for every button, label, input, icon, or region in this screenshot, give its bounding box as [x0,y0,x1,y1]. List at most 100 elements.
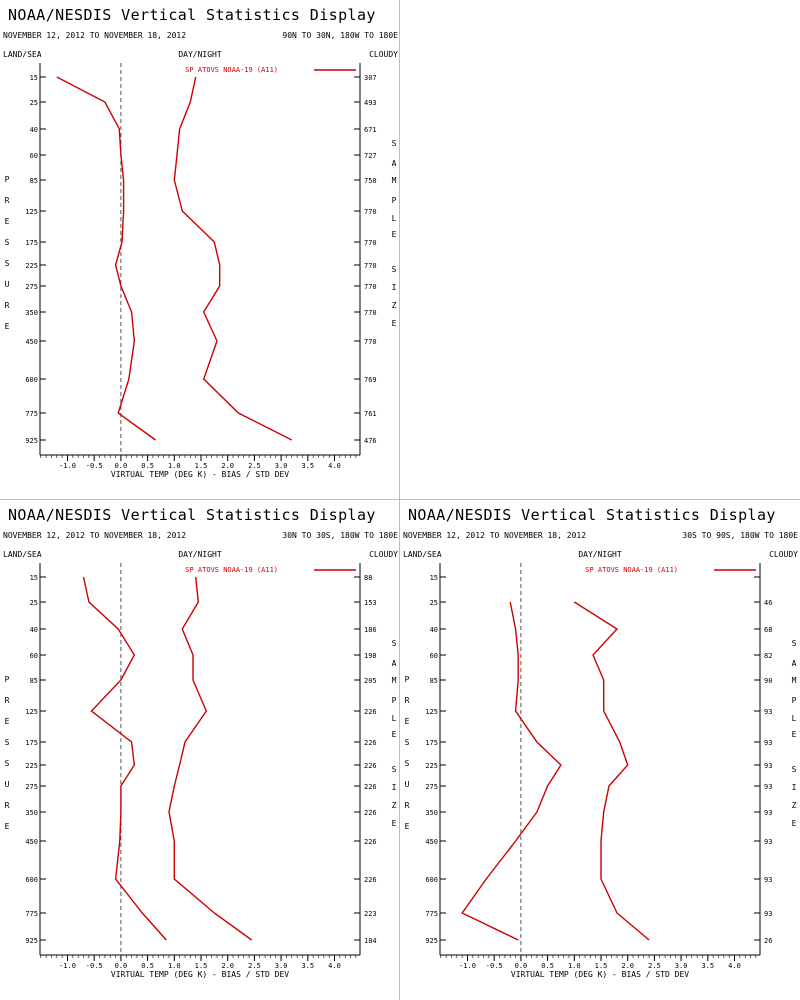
pressure-axis-letter: S [405,759,410,768]
x-tick-label: 2.5 [248,462,261,470]
sample-size-axis-letter: Z [392,801,397,810]
sample-size-axis-letter: Z [792,801,797,810]
sample-size-label: 770 [364,262,377,270]
x-tick-label: -1.0 [59,462,76,470]
sample-size-axis-letter: P [792,696,797,705]
legend-label: SP ATOVS NOAA-19 (A11) [585,566,678,574]
x-tick-label: -1.0 [59,962,76,970]
x-tick-label: 4.0 [328,962,341,970]
sample-size-axis-letter: E [392,730,397,739]
sample-size-label: 93 [764,739,772,747]
std-dev-line [573,601,650,941]
pressure-label: 125 [25,708,38,716]
pressure-axis-letter: S [5,259,10,268]
chart-panel-south: NOAA/NESDIS Vertical Statistics Display N… [400,500,800,1000]
sample-size-label: 750 [364,177,377,185]
sample-size-label: 82 [764,652,772,660]
date-range: NOVEMBER 12, 2012 TO NOVEMBER 18, 2012 [403,531,586,540]
pressure-label: 350 [425,809,438,817]
land-sea-label: LAND/SEA [3,50,42,59]
x-tick-label: 1.5 [195,962,208,970]
sample-size-label: 770 [364,309,377,317]
panel-divider-vertical [399,0,400,1000]
sample-size-axis-letter: M [792,676,797,685]
sample-size-axis-letter: E [392,819,397,828]
sample-size-axis-letter: M [392,176,397,185]
cloudy-label: CLOUDY [369,50,398,59]
sample-size-axis-letter: M [392,676,397,685]
sample-size-label: 671 [364,126,377,134]
x-tick-label: 3.5 [701,962,714,970]
sample-size-label: 88 [364,574,372,582]
chart-svg: NOAA/NESDIS Vertical Statistics Display N… [3,506,398,979]
pressure-axis-letter: E [405,822,410,831]
pressure-label: 175 [25,739,38,747]
pressure-label: 60 [30,152,38,160]
chart-svg: NOAA/NESDIS Vertical Statistics Display N… [3,6,398,479]
sample-size-axis-letter: S [392,265,397,274]
pressure-label: 775 [25,410,38,418]
sample-size-label: 93 [764,910,772,918]
pressure-axis-letter: R [5,301,10,310]
sample-size-label: 226 [364,708,377,716]
x-tick-label: 1.5 [195,462,208,470]
x-axis-label: VIRTUAL TEMP (DEG K) - BIAS / STD DEV [111,470,289,479]
pressure-axis-letter: E [405,717,410,726]
chart-title: NOAA/NESDIS Vertical Statistics Display [408,506,776,524]
pressure-label: 15 [30,574,38,582]
pressure-axis-letter: S [5,738,10,747]
chart-svg: NOAA/NESDIS Vertical Statistics Display N… [403,506,798,979]
pressure-axis-letter: U [5,280,10,289]
sample-size-label: 46 [764,599,772,607]
sample-size-label: 226 [364,762,377,770]
sample-size-axis-letter: E [392,319,397,328]
sample-size-axis-letter: A [392,659,397,668]
pressure-label: 15 [430,574,438,582]
sample-size-axis-letter: P [392,696,397,705]
pressure-axis-letter: P [405,675,410,684]
x-tick-label: 1.5 [595,962,608,970]
pressure-axis-letter: R [5,696,10,705]
sample-size-label: 727 [364,152,377,160]
x-tick-label: 3.0 [275,962,288,970]
pressure-axis-letter: E [5,822,10,831]
sample-size-axis-letter: A [792,659,797,668]
pressure-axis-letter: S [5,759,10,768]
pressure-axis-letter: E [5,217,10,226]
sample-size-label: 205 [364,677,377,685]
x-tick-label: 2.0 [221,962,234,970]
pressure-label: 275 [25,783,38,791]
sample-size-axis-letter: I [392,283,397,292]
sample-size-axis-letter: Z [392,301,397,310]
x-tick-label: 1.0 [568,962,581,970]
sample-size-axis-letter: S [392,639,397,648]
pressure-label: 40 [30,126,38,134]
pressure-label: 600 [25,876,38,884]
pressure-label: 175 [425,739,438,747]
pressure-label: 25 [30,599,38,607]
pressure-label: 15 [30,74,38,82]
pressure-label: 450 [425,838,438,846]
sample-size-label: 226 [364,809,377,817]
sample-size-label: 226 [364,783,377,791]
pressure-label: 40 [430,626,438,634]
sample-size-axis-letter: S [392,765,397,774]
sample-size-label: 770 [364,283,377,291]
pressure-label: 775 [25,910,38,918]
sample-size-label: 226 [364,838,377,846]
pressure-axis-letter: S [405,738,410,747]
x-axis-label: VIRTUAL TEMP (DEG K) - BIAS / STD DEV [111,970,289,979]
pressure-label: 225 [25,762,38,770]
day-night-label: DAY/NIGHT [578,550,622,559]
sample-size-axis-letter: I [792,783,797,792]
x-tick-label: -0.5 [86,462,103,470]
pressure-label: 925 [25,937,38,945]
std-dev-line [173,76,293,441]
pressure-axis-letter: U [5,780,10,789]
pressure-axis-letter: P [5,675,10,684]
bias-line [82,576,167,941]
x-tick-label: 2.0 [221,462,234,470]
chart-panel-tropics: NOAA/NESDIS Vertical Statistics Display N… [0,500,400,1000]
pressure-label: 350 [25,309,38,317]
region-label: 90N TO 30N, 180W TO 180E [282,31,398,40]
